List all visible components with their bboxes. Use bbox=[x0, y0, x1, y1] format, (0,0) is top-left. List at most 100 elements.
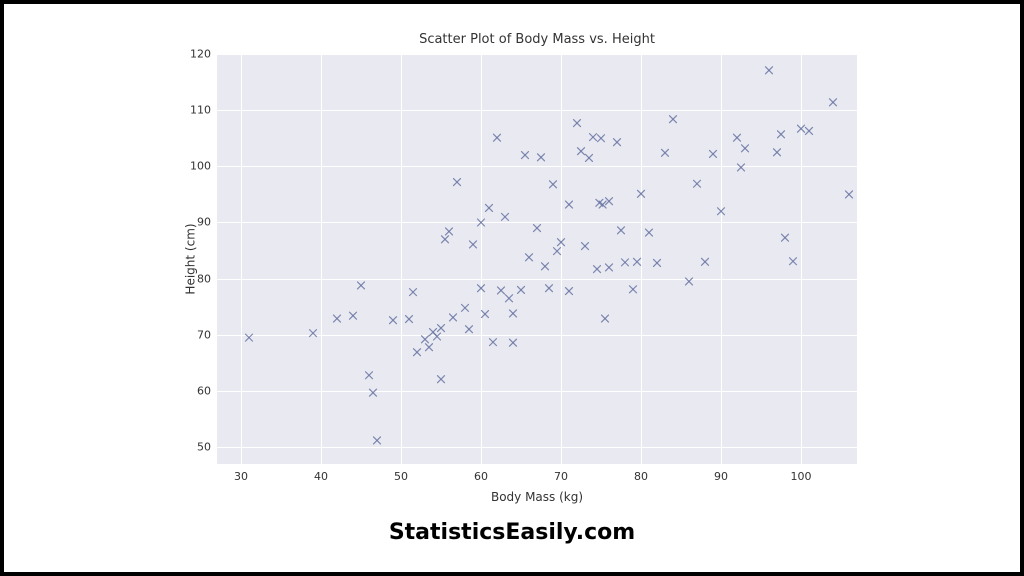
scatter-point bbox=[554, 248, 561, 255]
scatter-point bbox=[718, 208, 725, 215]
scatter-point bbox=[506, 295, 513, 302]
scatter-point bbox=[518, 286, 525, 293]
scatter-point bbox=[694, 180, 701, 187]
scatter-point bbox=[662, 149, 669, 156]
scatter-point bbox=[482, 311, 489, 318]
scatter-point bbox=[602, 315, 609, 322]
outer-frame: 30405060708090100 5060708090100110120 Sc… bbox=[0, 0, 1024, 576]
scatter-point bbox=[646, 229, 653, 236]
scatter-point bbox=[634, 258, 641, 265]
scatter-point bbox=[414, 349, 421, 356]
scatter-point bbox=[494, 134, 501, 141]
scatter-point bbox=[630, 286, 637, 293]
scatter-point bbox=[502, 213, 509, 220]
scatter-point bbox=[778, 131, 785, 138]
scatter-point bbox=[774, 149, 781, 156]
scatter-point bbox=[542, 263, 549, 270]
scatter-point bbox=[742, 145, 749, 152]
scatter-point bbox=[462, 304, 469, 311]
scatter-point bbox=[438, 325, 445, 332]
scatter-point bbox=[702, 258, 709, 265]
scatter-point bbox=[538, 154, 545, 161]
scatter-point bbox=[566, 201, 573, 208]
scatter-point bbox=[734, 134, 741, 141]
scatter-point bbox=[490, 339, 497, 346]
scatter-point bbox=[522, 152, 529, 159]
scatter-point bbox=[510, 339, 517, 346]
scatter-point bbox=[246, 334, 253, 341]
scatter-point bbox=[710, 150, 717, 157]
y-tick-label: 100 bbox=[185, 160, 211, 173]
scatter-point bbox=[498, 287, 505, 294]
scatter-point bbox=[454, 179, 461, 186]
scatter-point bbox=[334, 315, 341, 322]
scatter-point bbox=[438, 376, 445, 383]
scatter-point bbox=[782, 234, 789, 241]
y-tick-label: 110 bbox=[185, 104, 211, 117]
scatter-point bbox=[486, 204, 493, 211]
x-tick-label: 70 bbox=[554, 470, 568, 483]
y-tick-label: 60 bbox=[185, 384, 211, 397]
y-tick-label: 120 bbox=[185, 48, 211, 61]
brand-footer: StatisticsEasily.com bbox=[389, 520, 635, 545]
scatter-point bbox=[310, 330, 317, 337]
scatter-point bbox=[606, 264, 613, 271]
scatter-point bbox=[446, 228, 453, 235]
scatter-point bbox=[410, 289, 417, 296]
scatter-point bbox=[390, 317, 397, 324]
x-tick-label: 50 bbox=[394, 470, 408, 483]
scatter-point bbox=[618, 227, 625, 234]
x-tick-label: 90 bbox=[714, 470, 728, 483]
scatter-point bbox=[566, 288, 573, 295]
scatter-point bbox=[686, 278, 693, 285]
scatter-point bbox=[846, 191, 853, 198]
scatter-point bbox=[550, 181, 557, 188]
scatter-point bbox=[526, 254, 533, 261]
scatter-point bbox=[586, 154, 593, 161]
scatter-point bbox=[546, 285, 553, 292]
x-tick-label: 30 bbox=[234, 470, 248, 483]
scatter-point bbox=[534, 225, 541, 232]
x-tick-label: 40 bbox=[314, 470, 328, 483]
scatter-point bbox=[654, 259, 661, 266]
scatter-point bbox=[798, 125, 805, 132]
scatter-point bbox=[558, 239, 565, 246]
scatter-point bbox=[470, 241, 477, 248]
scatter-figure: 30405060708090100 5060708090100110120 Sc… bbox=[122, 24, 902, 514]
y-axis-label: Height (cm) bbox=[184, 223, 198, 294]
scatter-point bbox=[370, 389, 377, 396]
scatter-point bbox=[582, 243, 589, 250]
scatter-points bbox=[122, 24, 902, 514]
scatter-point bbox=[622, 259, 629, 266]
chart-title: Scatter Plot of Body Mass vs. Height bbox=[419, 32, 655, 47]
scatter-point bbox=[738, 164, 745, 171]
scatter-point bbox=[766, 67, 773, 74]
scatter-point bbox=[790, 258, 797, 265]
scatter-point bbox=[422, 336, 429, 343]
scatter-point bbox=[350, 312, 357, 319]
scatter-point bbox=[478, 285, 485, 292]
scatter-point bbox=[358, 282, 365, 289]
scatter-point bbox=[574, 120, 581, 127]
y-tick-label: 50 bbox=[185, 441, 211, 454]
scatter-point bbox=[638, 190, 645, 197]
scatter-point bbox=[510, 310, 517, 317]
scatter-point bbox=[426, 344, 433, 351]
x-tick-label: 100 bbox=[791, 470, 812, 483]
scatter-point bbox=[450, 314, 457, 321]
scatter-point bbox=[830, 99, 837, 106]
scatter-point bbox=[478, 219, 485, 226]
scatter-point bbox=[366, 372, 373, 379]
scatter-point bbox=[590, 134, 597, 141]
x-tick-label: 60 bbox=[474, 470, 488, 483]
scatter-point bbox=[578, 148, 585, 155]
scatter-point bbox=[374, 437, 381, 444]
x-tick-label: 80 bbox=[634, 470, 648, 483]
y-tick-label: 70 bbox=[185, 328, 211, 341]
scatter-point bbox=[434, 333, 441, 340]
scatter-point bbox=[614, 139, 621, 146]
scatter-point bbox=[598, 135, 605, 142]
scatter-point bbox=[806, 127, 813, 134]
scatter-point bbox=[594, 266, 601, 273]
x-axis-label: Body Mass (kg) bbox=[491, 490, 583, 504]
